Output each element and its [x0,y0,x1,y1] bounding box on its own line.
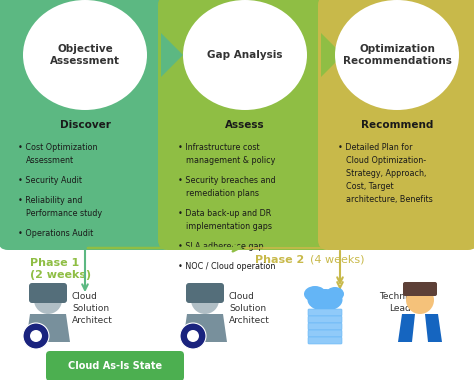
FancyBboxPatch shape [308,309,342,316]
Text: Objective
Assessment: Objective Assessment [50,44,120,66]
Text: Cost, Target: Cost, Target [346,182,393,191]
Polygon shape [321,33,343,77]
Polygon shape [412,314,428,342]
FancyBboxPatch shape [318,0,474,250]
Text: • Reliability and: • Reliability and [18,196,82,205]
Text: Cloud Optimization-: Cloud Optimization- [346,156,426,165]
Text: implementation gaps: implementation gaps [186,222,272,231]
Ellipse shape [23,0,147,110]
Text: Cloud As-Is State: Cloud As-Is State [68,361,162,371]
Text: Optimization
Recommendations: Optimization Recommendations [343,44,451,66]
Text: • Data back-up and DR: • Data back-up and DR [178,209,271,218]
Text: (2 weeks): (2 weeks) [30,270,91,280]
Text: Performance study: Performance study [26,209,102,218]
Text: Cloud
Solution
Architect: Cloud Solution Architect [72,292,113,325]
FancyBboxPatch shape [186,283,224,303]
Text: • Infrastructure cost: • Infrastructure cost [178,143,260,152]
FancyBboxPatch shape [158,0,333,250]
Text: Discover: Discover [60,120,110,130]
Text: Technical
Lead: Technical Lead [379,292,421,313]
FancyBboxPatch shape [308,323,342,330]
Text: Assess: Assess [225,120,265,130]
Text: architecture, Benefits: architecture, Benefits [346,195,433,204]
FancyBboxPatch shape [46,351,184,380]
Text: • NOC / Cloud operation: • NOC / Cloud operation [178,262,275,271]
Ellipse shape [308,289,343,311]
Ellipse shape [335,0,459,110]
Polygon shape [398,314,442,342]
FancyBboxPatch shape [403,282,437,296]
FancyBboxPatch shape [308,316,342,323]
Text: (4 weeks): (4 weeks) [310,255,365,265]
Text: • Security breaches and: • Security breaches and [178,176,275,185]
Circle shape [191,286,219,314]
Text: Assessment: Assessment [26,156,74,165]
Text: Cloud
Solution
Architect: Cloud Solution Architect [229,292,270,325]
Polygon shape [161,33,183,77]
Text: • Security Audit: • Security Audit [18,176,82,185]
Text: Recommend: Recommend [361,120,433,130]
Text: remediation plans: remediation plans [186,189,259,198]
Text: Gap Analysis: Gap Analysis [207,50,283,60]
Ellipse shape [326,287,344,301]
Circle shape [187,330,199,342]
Circle shape [406,286,434,314]
Polygon shape [466,33,474,77]
Text: management & policy: management & policy [186,156,275,165]
Text: • Operations Audit: • Operations Audit [18,229,93,238]
Text: • SLA adherence gap: • SLA adherence gap [178,242,264,251]
Circle shape [180,323,206,349]
Text: Strategy, Approach,: Strategy, Approach, [346,169,427,178]
Ellipse shape [183,0,307,110]
Circle shape [23,323,49,349]
Ellipse shape [304,286,326,302]
Circle shape [34,286,62,314]
Text: • Cost Optimization: • Cost Optimization [18,143,98,152]
FancyBboxPatch shape [29,283,67,303]
Circle shape [30,330,42,342]
Text: Phase 1: Phase 1 [30,258,79,268]
FancyBboxPatch shape [308,337,342,344]
Polygon shape [183,314,227,342]
Text: Phase 2: Phase 2 [255,255,304,265]
Text: • Detailed Plan for: • Detailed Plan for [338,143,412,152]
FancyBboxPatch shape [0,0,173,250]
FancyBboxPatch shape [308,330,342,337]
Polygon shape [26,314,70,342]
